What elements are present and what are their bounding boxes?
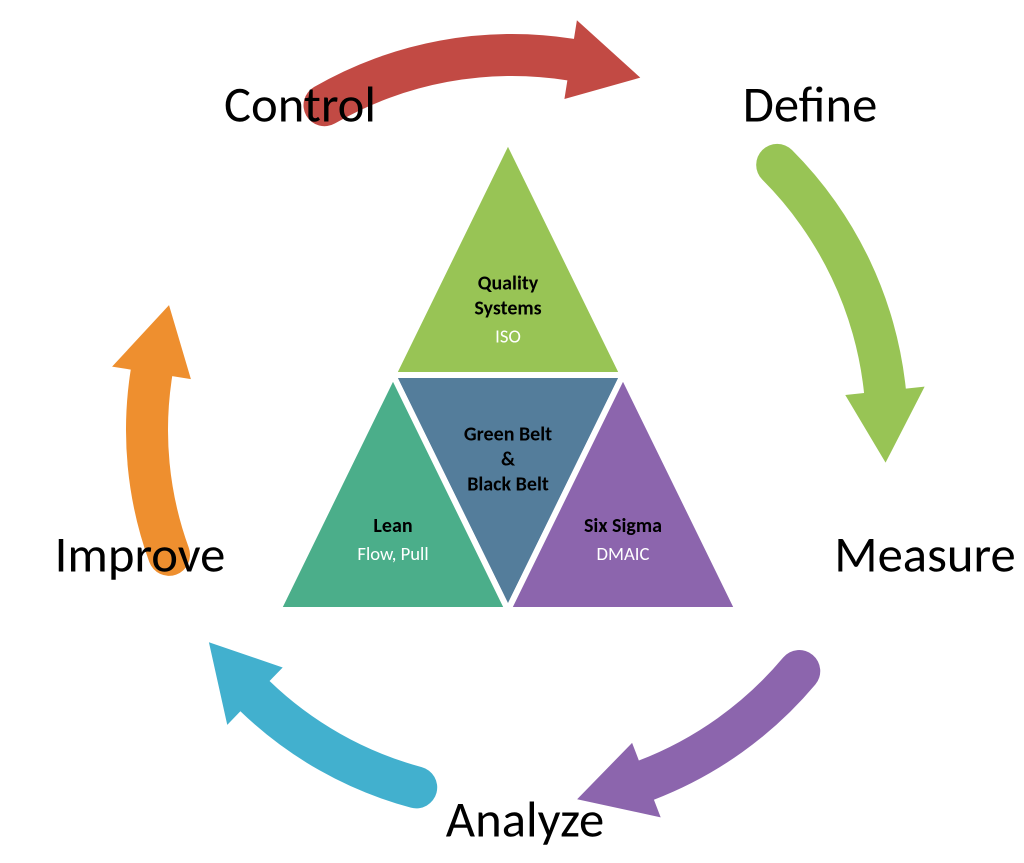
arrow-analyze-to-improve: [577, 650, 820, 817]
phase-label-control: Control: [224, 80, 376, 131]
dmaic-diagram: Define Measure Analyze Improve Control Qualit…: [0, 0, 1024, 863]
pyramid-subtitle-quality-systems: ISO: [474, 325, 541, 348]
pyramid-six-sigma: [508, 375, 738, 610]
pyramid-title-belts: Green Belt&Black Belt: [464, 423, 552, 498]
phase-label-improve: Improve: [55, 530, 226, 581]
phase-label-define: Define: [743, 80, 878, 131]
arrow-improve-to-control: [209, 642, 437, 808]
pyramid-label-belts: Green Belt&Black Belt: [464, 423, 552, 498]
pyramid-subtitle-lean: Flow, Pull: [357, 543, 428, 566]
pyramid-subtitle-six-sigma: DMAIC: [584, 543, 662, 566]
pyramid-title-lean: Lean: [357, 514, 428, 539]
pyramid-quality-systems: [393, 140, 623, 375]
pyramid-label-quality-systems: QualitySystems ISO: [474, 271, 541, 348]
arrow-measure-to-analyze: [756, 144, 924, 463]
pyramid-title-quality-systems: QualitySystems: [474, 271, 541, 321]
phase-label-measure: Measure: [834, 530, 1015, 581]
phase-label-analyze: Analyze: [446, 795, 604, 846]
pyramid-label-six-sigma: Six Sigma DMAIC: [584, 514, 662, 566]
pyramid-lean: [278, 375, 508, 610]
pyramid-label-lean: Lean Flow, Pull: [357, 514, 428, 566]
pyramid-belts: [393, 375, 623, 610]
pyramid-title-six-sigma: Six Sigma: [584, 514, 662, 539]
